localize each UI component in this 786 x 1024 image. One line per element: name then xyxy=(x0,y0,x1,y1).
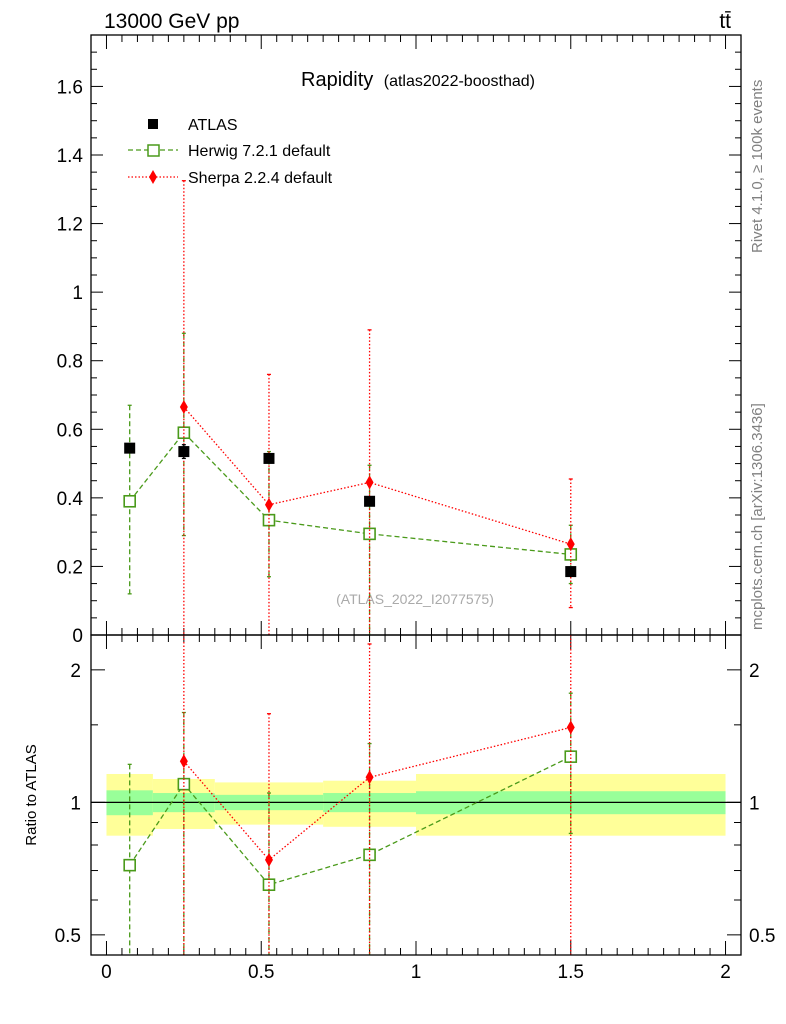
process-label: tt̄ xyxy=(719,10,731,33)
y-tick-label: 1.6 xyxy=(57,77,83,98)
sherpa-point-ratio xyxy=(264,852,273,867)
herwig-line xyxy=(129,431,571,556)
sherpa-point-ratio xyxy=(365,770,374,785)
sherpa-line-ratio xyxy=(183,726,571,861)
legend-marker-atlas xyxy=(148,119,158,129)
x-tick-labels: 0 0.5 1 1.5 2 xyxy=(101,962,731,983)
main-y-tick-labels: 0 0.2 0.4 0.6 0.8 1 1.2 1.4 1.6 xyxy=(57,77,84,647)
atlas-point xyxy=(263,452,275,464)
legend-entry-sherpa: Sherpa 2.2.4 default xyxy=(128,170,333,187)
ratio-y-tick-label: 2 xyxy=(70,661,81,682)
y-tick-label: 0.4 xyxy=(57,489,84,510)
legend-marker-herwig xyxy=(147,144,160,157)
herwig-point xyxy=(262,513,276,527)
x-tick-label: 1 xyxy=(411,962,422,983)
analysis-watermark: (ATLAS_2022_I2077575) xyxy=(336,591,494,607)
source-label: mcplots.cern.ch [arXiv:1306.3436] xyxy=(749,403,766,630)
y-tick-label: 0.2 xyxy=(57,557,83,578)
sherpa-point-ratio xyxy=(566,720,575,735)
chart-title-sub: (atlas2022-boosthad) xyxy=(384,73,535,90)
sherpa-point xyxy=(179,400,188,414)
legend-marker-sherpa xyxy=(149,170,157,184)
y-tick-label: 0 xyxy=(72,626,83,647)
y-tick-label: 1 xyxy=(72,283,83,304)
atlas-point xyxy=(178,446,190,458)
legend: ATLAS Herwig 7.2.1 default Sherpa 2.2.4 … xyxy=(128,117,333,187)
chart-title: Rapidity (atlas2022-boosthad) xyxy=(301,69,535,91)
herwig-point-ratio xyxy=(177,777,191,791)
y-tick-label: 1.4 xyxy=(57,146,84,167)
legend-label-herwig: Herwig 7.2.1 default xyxy=(188,143,331,160)
ratio-y-axis-label: Ratio to ATLAS xyxy=(23,744,40,845)
sherpa-point xyxy=(566,537,575,552)
sherpa-point xyxy=(365,475,374,490)
legend-label-sherpa: Sherpa 2.2.4 default xyxy=(188,170,333,187)
herwig-point-ratio xyxy=(123,858,136,872)
ratio-frame xyxy=(90,634,742,956)
y-tick-label: 1.2 xyxy=(57,215,83,236)
herwig-point xyxy=(123,494,136,508)
atlas-point xyxy=(565,566,577,578)
x-tick-label: 0 xyxy=(101,962,112,983)
x-tick-label: 1.5 xyxy=(558,962,584,983)
herwig-line-ratio xyxy=(129,756,572,886)
ratio-uncertainty-bands xyxy=(106,773,726,836)
rivet-version-label: Rivet 4.1.0, ≥ 100k events xyxy=(749,80,766,253)
x-tick-label: 2 xyxy=(720,962,731,983)
beam-label: 13000 GeV pp xyxy=(104,10,239,33)
legend-label-atlas: ATLAS xyxy=(188,117,238,134)
herwig-point-ratio xyxy=(262,878,276,892)
ratio-series-group xyxy=(123,635,578,955)
ratio-plot-panel: 0.5 0.5 1 1 2 2 Ratio to ATLAS xyxy=(23,634,776,956)
ratio-y-tick-label-right: 0.5 xyxy=(749,926,775,947)
ratio-y-tick-label-right: 1 xyxy=(749,793,760,814)
main-axis-ticks xyxy=(91,34,741,636)
sherpa-line xyxy=(183,406,571,545)
y-tick-label: 0.6 xyxy=(57,420,83,441)
main-plot-panel: 0 0.2 0.4 0.6 0.8 1 1.2 1.4 1.6 Rapidity (atlas2… xyxy=(57,34,742,647)
x-tick-label: 0.5 xyxy=(248,962,274,983)
main-series-group xyxy=(123,180,578,635)
herwig-point-ratio xyxy=(564,750,578,763)
legend-entry-atlas: ATLAS xyxy=(148,117,238,134)
y-tick-label: 0.8 xyxy=(57,352,83,373)
chart-title-main: Rapidity xyxy=(301,69,373,91)
ratio-y-tick-labels: 0.5 0.5 1 1 2 2 xyxy=(55,661,776,947)
legend-entry-herwig: Herwig 7.2.1 default xyxy=(128,143,331,160)
ratio-y-tick-label: 0.5 xyxy=(55,926,81,947)
sherpa-point-ratio xyxy=(179,754,188,769)
ratio-y-tick-label: 1 xyxy=(70,793,81,814)
sherpa-point xyxy=(264,497,273,512)
ratio-y-tick-label-right: 2 xyxy=(749,661,760,682)
atlas-point xyxy=(364,495,376,507)
atlas-point xyxy=(124,442,136,454)
